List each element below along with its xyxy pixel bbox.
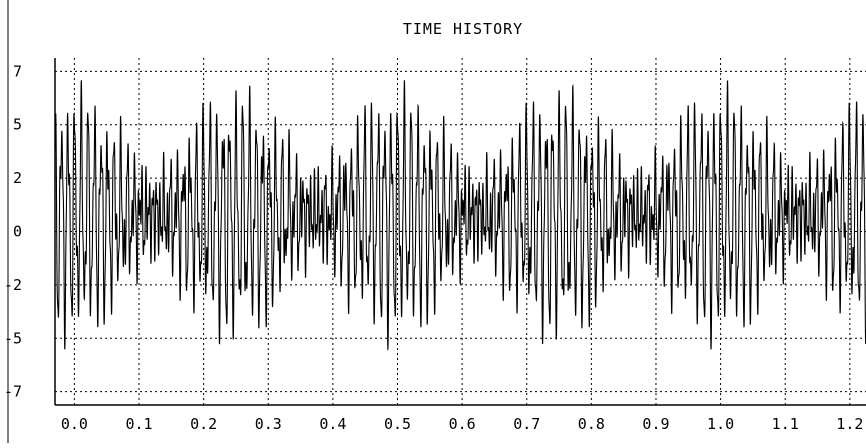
x-tick-label: 0.4: [319, 415, 346, 433]
x-tick-label: 0.1: [125, 415, 152, 433]
y-tick-label: 0: [13, 223, 22, 241]
x-tick-label: 0.0: [61, 415, 88, 433]
y-tick-label: -2: [4, 276, 22, 294]
y-tick-labels: 7 5 2 0 -2 -5 -7: [4, 62, 22, 400]
y-tick-label: -7: [4, 383, 22, 401]
x-tick-label: 0.2: [190, 415, 217, 433]
axes: [7, 0, 866, 443]
x-tick-label: 0.8: [578, 415, 605, 433]
x-tick-label: 0.5: [384, 415, 411, 433]
x-tick-label: 1.0: [707, 415, 734, 433]
x-tick-label: 0.9: [642, 415, 669, 433]
y-tick-label: 2: [13, 169, 22, 187]
y-tick-label: 5: [13, 116, 22, 134]
x-tick-label: 1.2: [836, 415, 863, 433]
x-tick-label: 0.7: [513, 415, 540, 433]
signal-line: [54, 80, 866, 351]
y-tick-label: 7: [13, 62, 22, 80]
x-tick-label: 0.6: [449, 415, 476, 433]
y-tick-label: -5: [4, 329, 22, 347]
x-tick-label: 1.1: [772, 415, 799, 433]
chart-title: TIME HISTORY: [403, 20, 523, 38]
x-tick-labels: 0.0 0.1 0.2 0.3 0.4 0.5 0.6 0.7 0.8 0.9 1.0 1.1 1.2: [61, 415, 864, 433]
x-tick-label: 0.3: [255, 415, 282, 433]
series-group: [54, 80, 866, 351]
